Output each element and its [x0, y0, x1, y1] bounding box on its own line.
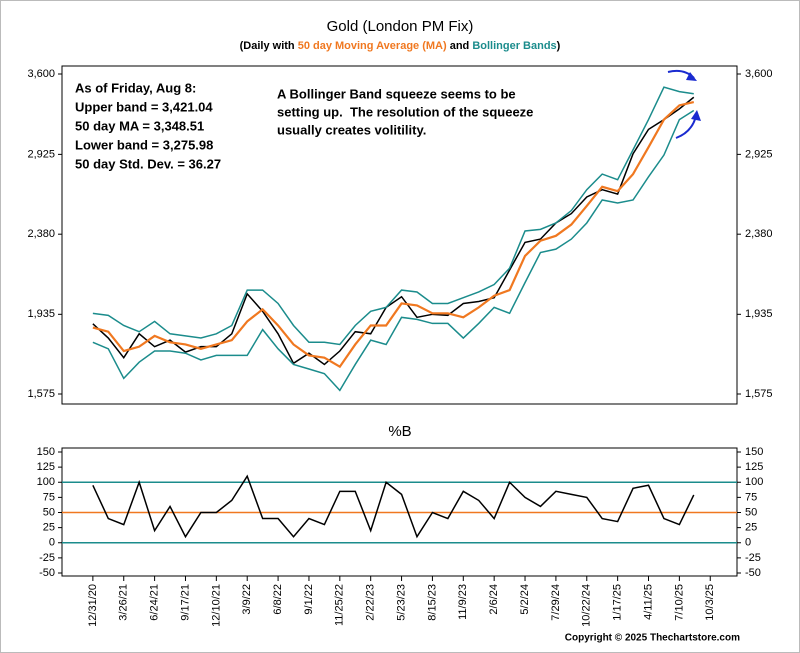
y-tick-label: -50 [39, 567, 55, 579]
arrow-head [691, 110, 701, 121]
y-tick-label: 3,600 [27, 68, 55, 80]
chart-title: %B [388, 423, 411, 440]
y-tick-label: 2,925 [27, 148, 55, 160]
x-tick-label: 6/24/21 [149, 584, 161, 621]
y2-tick-label: 2,925 [745, 148, 773, 160]
y2-tick-label: 1,935 [745, 308, 773, 320]
x-tick-label: 3/9/22 [241, 584, 253, 615]
x-tick-label: 12/31/20 [87, 584, 99, 627]
x-tick-label: 4/11/25 [642, 584, 654, 620]
x-tick-label: 2/6/24 [488, 584, 500, 615]
subtitle-part: Bollinger Bands [472, 40, 556, 52]
chart-subtitle: (Daily with 50 day Moving Average (MA) a… [240, 40, 561, 52]
y-tick-label: 1,575 [27, 388, 55, 400]
x-tick-label: 7/10/25 [673, 584, 685, 621]
subtitle-part: 50 day Moving Average (MA) [298, 40, 447, 52]
x-tick-label: 9/1/22 [303, 584, 315, 615]
y2-tick-label: 125 [745, 461, 763, 473]
annotation: 50 day MA = 3,348.51 [75, 118, 204, 133]
x-tick-label: 2/22/23 [365, 584, 377, 621]
annotation: A Bollinger Band squeeze seems to be [277, 86, 516, 101]
y2-tick-label: 1,575 [745, 388, 773, 400]
y-tick-label: 150 [37, 446, 55, 458]
x-tick-label: 11/9/23 [457, 584, 469, 620]
annotation: usually creates volitility. [277, 122, 426, 137]
x-tick-label: 5/23/23 [395, 584, 407, 621]
y2-tick-label: 100 [745, 476, 763, 488]
x-tick-label: 11/25/22 [334, 584, 346, 626]
y2-tick-label: 50 [745, 506, 757, 518]
x-tick-label: 6/8/22 [272, 584, 284, 615]
price-line [92, 96, 695, 366]
annotation: 50 day Std. Dev. = 36.27 [75, 156, 221, 171]
y-tick-label: 2,380 [27, 228, 55, 240]
plot-frame [61, 65, 738, 405]
annotation: Lower band = 3,275.98 [75, 137, 213, 152]
y-tick-label: 25 [43, 522, 55, 534]
y2-tick-label: 0 [745, 537, 751, 549]
arrow-head [686, 72, 697, 81]
copyright: Copyright © 2025 Thechartstore.com [565, 633, 740, 644]
y2-tick-label: -25 [745, 552, 761, 564]
series-line [92, 100, 695, 369]
x-tick-label: 10/3/25 [704, 584, 716, 621]
y2-tick-label: -50 [745, 567, 761, 579]
series-line [92, 109, 695, 392]
annotation: As of Friday, Aug 8: [75, 80, 196, 95]
x-tick-label: 12/10/21 [210, 584, 222, 627]
subtitle-part: ) [557, 40, 561, 52]
x-tick-label: 1/17/25 [612, 584, 624, 621]
x-tick-label: 10/22/24 [581, 584, 593, 627]
y2-tick-label: 75 [745, 491, 757, 503]
x-tick-label: 7/29/24 [550, 584, 562, 621]
y-tick-label: 100 [37, 476, 55, 488]
series-line [92, 86, 694, 346]
x-tick-label: 5/2/24 [519, 584, 531, 615]
y2-tick-label: 25 [745, 522, 757, 534]
y2-tick-label: 150 [745, 446, 763, 458]
x-tick-label: 3/26/21 [118, 584, 130, 621]
chart-title: Gold (London PM Fix) [327, 18, 474, 35]
y-tick-label: 75 [43, 491, 55, 503]
subtitle-part: and [447, 40, 473, 52]
y2-tick-label: 2,380 [745, 228, 773, 240]
y-tick-label: 125 [37, 461, 55, 473]
subtitle-part: (Daily with [240, 40, 298, 52]
x-tick-label: 8/15/23 [426, 584, 438, 621]
y-tick-label: 0 [49, 537, 55, 549]
y-tick-label: -25 [39, 552, 55, 564]
price-line [92, 474, 695, 539]
y2-tick-label: 3,600 [745, 68, 773, 80]
annotation: setting up. The resolution of the squeez… [277, 104, 533, 119]
y-tick-label: 1,935 [27, 308, 55, 320]
x-tick-label: 9/17/21 [179, 584, 191, 621]
annotation: Upper band = 3,421.04 [75, 99, 213, 114]
y-tick-label: 50 [43, 506, 55, 518]
